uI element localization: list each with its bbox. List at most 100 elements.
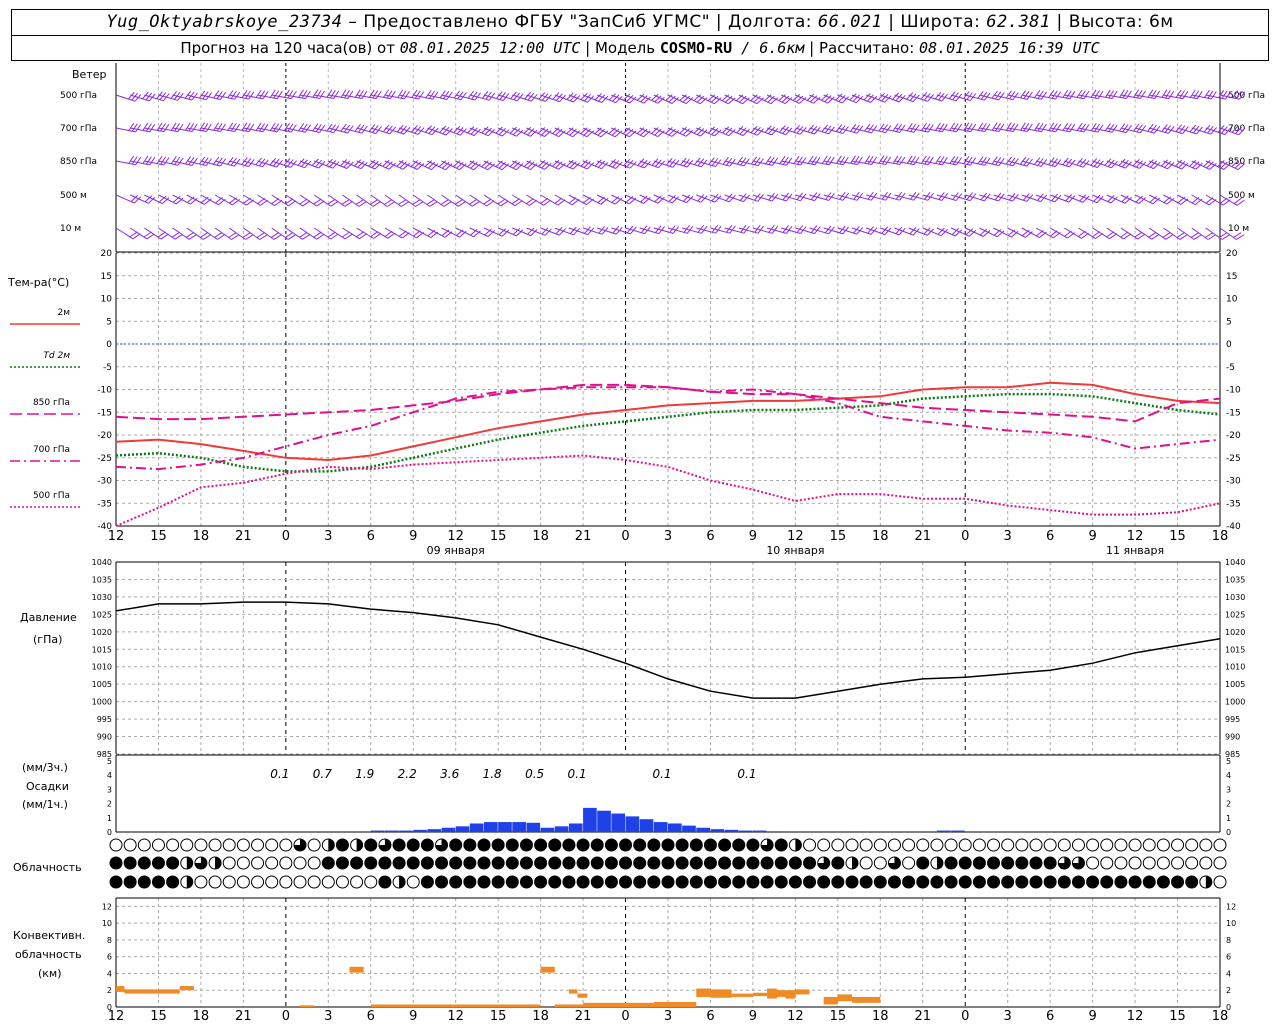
wind-barb xyxy=(752,156,779,166)
wind-barb xyxy=(427,194,452,207)
wind-barb xyxy=(229,122,255,133)
cloud-symbol xyxy=(944,838,958,852)
precip-tick-right: 4 xyxy=(1226,771,1231,780)
wind-barb xyxy=(328,159,354,169)
convective-tick-right: 4 xyxy=(1226,969,1231,978)
cloud-symbol-half xyxy=(328,839,335,851)
cloud-symbol xyxy=(392,838,406,852)
wind-barb xyxy=(950,156,977,166)
precip-bar xyxy=(951,830,965,832)
cloud-symbol xyxy=(1086,838,1100,852)
cloud-symbol xyxy=(619,875,633,889)
wind-barb xyxy=(130,155,156,166)
cloud-symbol xyxy=(406,838,420,852)
temp-legend-label: 850 гПа xyxy=(33,398,70,408)
convective-base-bar xyxy=(583,1002,654,1007)
wind-barb xyxy=(441,125,467,136)
cloud-symbol xyxy=(845,875,859,889)
cloud-symbol xyxy=(930,838,944,852)
wind-barb xyxy=(384,89,410,100)
wind-barb xyxy=(880,123,906,133)
precip-bar xyxy=(724,829,739,832)
cloud-symbol xyxy=(902,838,916,852)
wind-barb xyxy=(950,192,977,202)
wind-barb xyxy=(667,194,694,204)
x-tick-label-bottom: 15 xyxy=(830,1009,847,1024)
cloud-symbol xyxy=(774,875,788,889)
convective-tick-left: 2 xyxy=(107,986,112,995)
wind-barb xyxy=(1163,89,1189,100)
pressure-tick-right: 1030 xyxy=(1225,593,1245,602)
wind-barb xyxy=(483,91,510,101)
wind-barb xyxy=(115,122,142,133)
pressure-tick-right: 1020 xyxy=(1225,628,1245,637)
wind-barb xyxy=(979,227,1005,238)
wind-barb xyxy=(681,126,708,137)
wind-barb xyxy=(1163,227,1188,240)
wind-barb xyxy=(200,122,226,132)
temp-tick-right: -10 xyxy=(1226,386,1241,396)
x-tick-label: 12 xyxy=(108,529,125,544)
wind-barb xyxy=(483,160,510,171)
cloud-symbol xyxy=(222,875,236,889)
convective-base-bar xyxy=(300,1005,315,1007)
wind-barb xyxy=(328,89,354,99)
precip-tick-right: 2 xyxy=(1226,800,1231,809)
wind-barb xyxy=(554,92,581,103)
cloud-symbol xyxy=(619,838,633,852)
wind-barb xyxy=(724,193,750,203)
cloud-symbol xyxy=(449,875,463,889)
cloud-symbol-half xyxy=(852,857,858,869)
pressure-tick-right: 985 xyxy=(1225,750,1240,759)
convective-cloud-bar xyxy=(696,988,711,997)
wind-barb xyxy=(682,224,708,234)
cloud-symbol xyxy=(166,838,180,852)
wind-barb xyxy=(639,93,665,104)
precip-bar xyxy=(484,822,498,832)
wind-barb xyxy=(795,155,821,166)
temp-legend-label: 2м xyxy=(57,308,70,318)
provider-text: – Предоставлено ФГБУ "ЗапСиб УГМС" | Дол… xyxy=(342,12,818,32)
wind-barb xyxy=(908,155,934,166)
temp-tick-right: 0 xyxy=(1226,340,1232,350)
cloud-symbol xyxy=(576,875,590,889)
wind-barb xyxy=(313,227,339,240)
x-tick-label-bottom: 6 xyxy=(706,1009,714,1024)
temp-tick-right: -40 xyxy=(1226,522,1241,532)
cloud-symbol xyxy=(590,838,604,852)
wind-barb xyxy=(1092,89,1118,99)
convective-cloud-bar xyxy=(795,989,810,995)
precip-tick-right: 1 xyxy=(1226,814,1231,823)
cloud-symbol xyxy=(335,838,349,852)
wind-barb xyxy=(894,155,920,166)
wind-barb xyxy=(158,227,183,240)
wind-barb xyxy=(186,90,212,101)
cloud-panel-title: Облачность xyxy=(13,861,82,874)
wind-barb xyxy=(582,93,609,103)
x-tick-label: 9 xyxy=(409,529,417,544)
wind-barb xyxy=(1106,89,1132,99)
wind-barb xyxy=(597,159,623,169)
x-tick-label: 0 xyxy=(961,529,969,544)
wind-barb xyxy=(1106,194,1132,204)
x-tick-label-bottom: 12 xyxy=(787,1009,804,1024)
cloud-symbol xyxy=(505,838,519,852)
cloud-symbol xyxy=(831,875,845,889)
wind-barb xyxy=(1149,159,1175,170)
precip-bar xyxy=(469,823,484,832)
wind-barb xyxy=(1092,123,1118,133)
pressure-tick-right: 1040 xyxy=(1225,558,1245,567)
wind-barb xyxy=(356,159,382,170)
cloud-symbol xyxy=(1057,838,1071,852)
wind-barb xyxy=(540,194,566,206)
wind-barb xyxy=(922,192,948,201)
wind-barb xyxy=(738,94,764,105)
wind-barb xyxy=(1219,227,1245,240)
wind-barb xyxy=(696,157,722,167)
wind-barb xyxy=(653,127,680,137)
wind-barb xyxy=(257,194,283,207)
model-name: COSMO-RU xyxy=(659,39,733,57)
cloud-symbol xyxy=(1086,875,1100,889)
wind-barb xyxy=(172,194,198,205)
wind-barb xyxy=(979,156,1005,167)
